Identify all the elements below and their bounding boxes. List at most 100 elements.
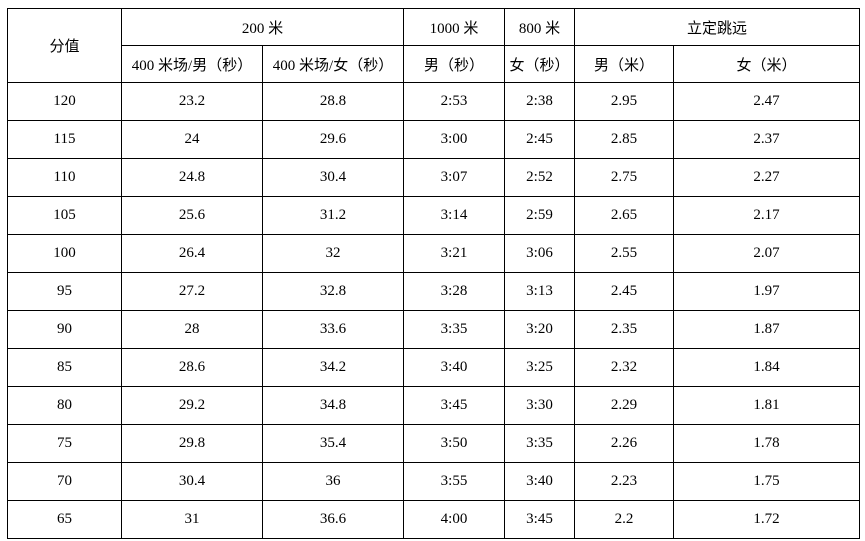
m1000-male-cell: 4:00 [403, 500, 506, 539]
m1000-male-subheader: 男（秒） [403, 45, 506, 83]
event-200m-header: 200 米 [120, 8, 405, 46]
m200-male-cell: 31 [121, 500, 263, 539]
m200-female-cell: 31.2 [261, 196, 405, 235]
m800-female-cell: 2:59 [504, 196, 576, 235]
m1000-male-cell: 3:07 [403, 158, 506, 197]
m200-female-cell: 34.8 [261, 386, 405, 425]
m800-female-cell: 3:30 [504, 386, 576, 425]
m1000-male-cell: 3:21 [403, 234, 506, 273]
jump-male-cell: 2.29 [574, 386, 675, 425]
table-row: 115 24 29.6 3:00 2:45 2.85 2.37 [7, 120, 861, 159]
m1000-male-cell: 3:00 [403, 120, 506, 159]
jump-female-cell: 1.78 [673, 424, 861, 463]
m1000-male-cell: 2:53 [403, 82, 506, 121]
m800-female-cell: 2:45 [504, 120, 576, 159]
score-cell: 65 [7, 500, 122, 539]
table-row: 120 23.2 28.8 2:53 2:38 2.95 2.47 [7, 82, 861, 121]
jump-male-cell: 2.85 [574, 120, 675, 159]
m200-female-cell: 34.2 [261, 348, 405, 387]
m800-female-cell: 2:38 [504, 82, 576, 121]
jump-female-cell: 2.07 [673, 234, 861, 273]
jump-male-cell: 2.65 [574, 196, 675, 235]
table-row: 90 28 33.6 3:35 3:20 2.35 1.87 [7, 310, 861, 349]
score-cell: 95 [7, 272, 122, 311]
table-row: 75 29.8 35.4 3:50 3:35 2.26 1.78 [7, 424, 861, 463]
m200-male-cell: 29.2 [121, 386, 263, 425]
score-cell: 75 [7, 424, 122, 463]
m200-male-cell: 28.6 [121, 348, 263, 387]
m800-female-cell: 3:20 [504, 310, 576, 349]
table-row: 85 28.6 34.2 3:40 3:25 2.32 1.84 [7, 348, 861, 387]
jump-male-cell: 2.26 [574, 424, 675, 463]
m200-female-cell: 32 [261, 234, 405, 273]
header-row-2: 400 米场/男（秒） 400 米场/女（秒） 男（秒） 女（秒） 男（米） 女… [8, 45, 861, 83]
score-column-header: 分值 [7, 8, 122, 83]
score-cell: 85 [7, 348, 122, 387]
m800-female-cell: 3:40 [504, 462, 576, 501]
score-cell: 80 [7, 386, 122, 425]
m200-female-cell: 28.8 [261, 82, 405, 121]
m200-male-cell: 27.2 [121, 272, 263, 311]
jump-female-cell: 1.75 [673, 462, 861, 501]
m200-female-cell: 35.4 [261, 424, 405, 463]
m200-male-cell: 24 [121, 120, 263, 159]
jump-male-cell: 2.32 [574, 348, 675, 387]
m1000-male-cell: 3:40 [403, 348, 506, 387]
jump-female-cell: 1.97 [673, 272, 861, 311]
m200-female-cell: 30.4 [261, 158, 405, 197]
table-row: 70 30.4 36 3:55 3:40 2.23 1.75 [7, 462, 861, 501]
m200-male-cell: 24.8 [121, 158, 263, 197]
header-row-1: 分值 200 米 1000 米 800 米 立定跳远 [7, 8, 861, 83]
jump-female-subheader: 女（米） [673, 45, 861, 83]
m200-male-cell: 25.6 [121, 196, 263, 235]
fitness-score-table: 分值 200 米 1000 米 800 米 立定跳远 400 米场/男（秒） 4… [7, 8, 861, 539]
score-cell: 90 [7, 310, 122, 349]
m1000-male-cell: 3:14 [403, 196, 506, 235]
m200-female-cell: 32.8 [261, 272, 405, 311]
score-cell: 70 [7, 462, 122, 501]
m1000-male-cell: 3:35 [403, 310, 506, 349]
jump-female-cell: 1.72 [673, 500, 861, 539]
m1000-male-cell: 3:55 [403, 462, 506, 501]
event-long-jump-header: 立定跳远 [574, 8, 861, 46]
m800-female-cell: 3:06 [504, 234, 576, 273]
m200-female-cell: 36.6 [261, 500, 405, 539]
m200-female-cell: 36 [261, 462, 405, 501]
jump-female-cell: 2.27 [673, 158, 861, 197]
jump-male-cell: 2.35 [574, 310, 675, 349]
table-row: 65 31 36.6 4:00 3:45 2.2 1.72 [7, 500, 861, 539]
table-row: 110 24.8 30.4 3:07 2:52 2.75 2.27 [7, 158, 861, 197]
score-cell: 110 [7, 158, 122, 197]
event-800m-header: 800 米 [504, 8, 576, 46]
m800-female-cell: 3:25 [504, 348, 576, 387]
m200-female-cell: 33.6 [261, 310, 405, 349]
jump-male-cell: 2.95 [574, 82, 675, 121]
table-header: 分值 200 米 1000 米 800 米 立定跳远 400 米场/男（秒） 4… [7, 8, 861, 83]
m200-male-cell: 28 [121, 310, 263, 349]
m200-male-cell: 29.8 [121, 424, 263, 463]
m800-female-cell: 3:45 [504, 500, 576, 539]
score-cell: 105 [7, 196, 122, 235]
table-row: 100 26.4 32 3:21 3:06 2.55 2.07 [7, 234, 861, 273]
event-1000m-header: 1000 米 [403, 8, 506, 46]
jump-female-cell: 2.37 [673, 120, 861, 159]
score-cell: 115 [7, 120, 122, 159]
m1000-male-cell: 3:50 [403, 424, 506, 463]
jump-female-cell: 1.81 [673, 386, 861, 425]
m200-female-cell: 29.6 [261, 120, 405, 159]
jump-male-cell: 2.75 [574, 158, 675, 197]
m200-male-cell: 30.4 [121, 462, 263, 501]
jump-female-cell: 1.87 [673, 310, 861, 349]
m800-female-cell: 3:13 [504, 272, 576, 311]
score-cell: 120 [7, 82, 122, 121]
m1000-male-cell: 3:45 [403, 386, 506, 425]
jump-male-cell: 2.55 [574, 234, 675, 273]
m200-male-cell: 23.2 [121, 82, 263, 121]
jump-male-cell: 2.23 [574, 462, 675, 501]
m200-male-cell: 26.4 [121, 234, 263, 273]
m800-female-subheader: 女（秒） [504, 45, 576, 83]
table-row: 95 27.2 32.8 3:28 3:13 2.45 1.97 [7, 272, 861, 311]
score-cell: 100 [7, 234, 122, 273]
m800-female-cell: 2:52 [504, 158, 576, 197]
